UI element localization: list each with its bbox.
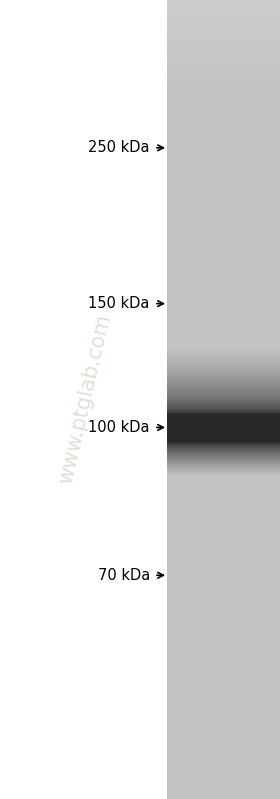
Text: www.ptglab.com: www.ptglab.com xyxy=(56,312,115,487)
Text: 70 kDa: 70 kDa xyxy=(97,568,150,582)
Text: 100 kDa: 100 kDa xyxy=(88,420,150,435)
Text: 250 kDa: 250 kDa xyxy=(88,141,150,155)
Text: 150 kDa: 150 kDa xyxy=(88,296,150,311)
